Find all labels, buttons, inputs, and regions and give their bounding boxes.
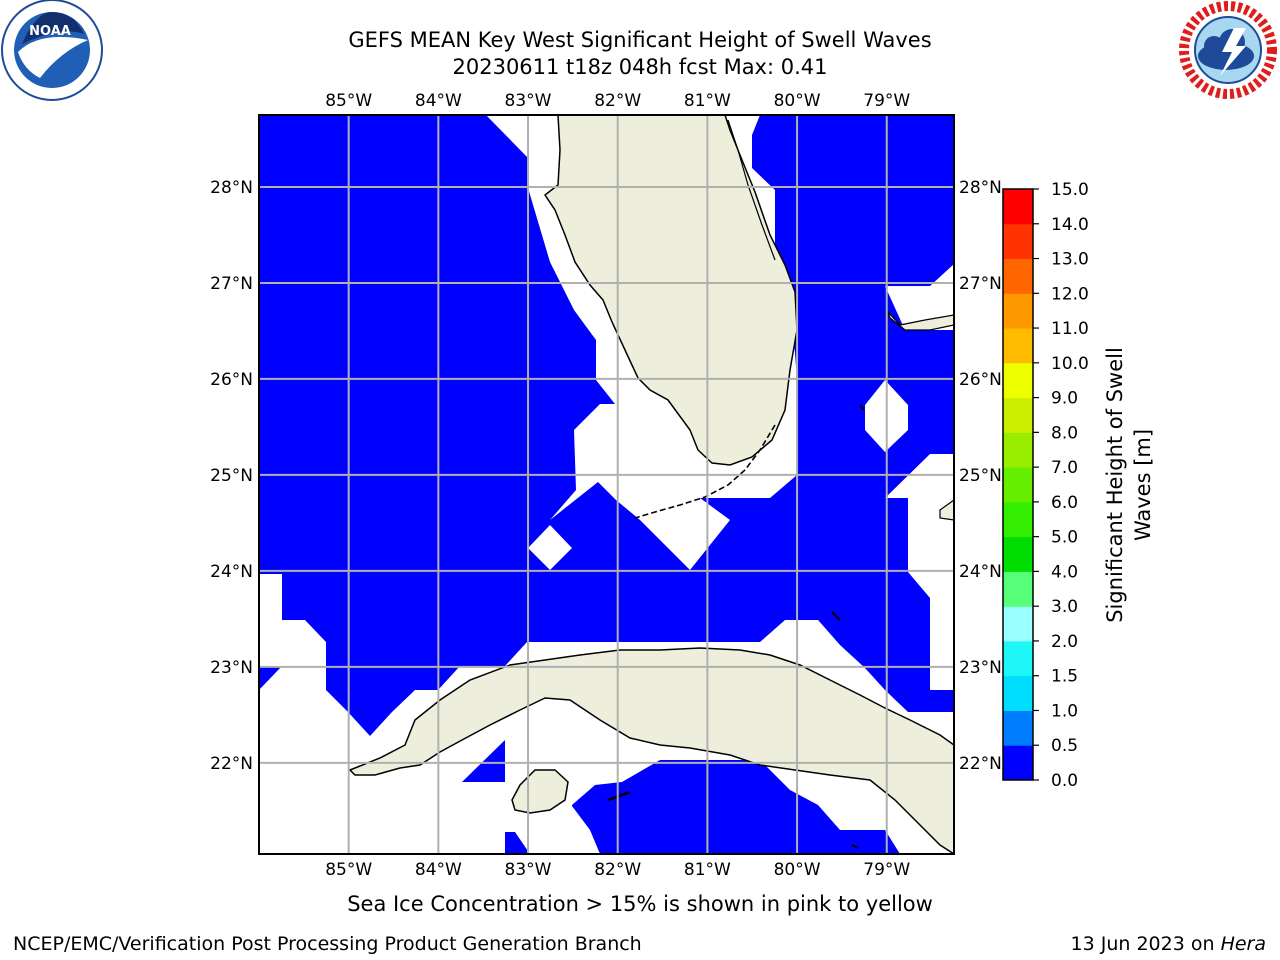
noaa-logo: NOAA (1, 0, 103, 101)
lon-tick-label-top: 84°W (415, 91, 462, 111)
colorbar-tick-label: 4.0 (1051, 562, 1078, 582)
colorbar-swatch (1003, 710, 1033, 746)
colorbar-tick-label: 13.0 (1051, 250, 1089, 270)
lat-tick-label-right: 23°N (959, 658, 1002, 678)
colorbar-swatch (1003, 467, 1033, 503)
lon-tick-label-top: 85°W (325, 91, 372, 111)
lon-tick-label-top: 83°W (505, 91, 552, 111)
lat-tick-label-right: 28°N (959, 178, 1002, 198)
lon-tick-label-top: 82°W (594, 91, 641, 111)
lat-tick-label-right: 24°N (959, 562, 1002, 582)
lat-tick-label-left: 28°N (210, 178, 253, 198)
lon-tick-label-bottom: 84°W (415, 860, 462, 880)
cuba-land (348, 647, 954, 854)
colorbar-swatch (1003, 258, 1033, 294)
colorbar-swatches (1003, 189, 1033, 781)
colorbar-swatch (1003, 189, 1033, 225)
lon-tick-label-top: 79°W (863, 91, 910, 111)
colorbar-tick-label: 14.0 (1051, 215, 1089, 235)
colorbar-swatch (1003, 362, 1033, 399)
colorbar-swatch (1003, 745, 1033, 781)
lat-tick-label-left: 26°N (210, 370, 253, 390)
lat-tick-label-left: 24°N (210, 562, 253, 582)
lon-tick-label-bottom: 81°W (684, 860, 731, 880)
nws-logo (1179, 1, 1277, 99)
colorbar-swatch (1003, 397, 1033, 433)
footer-left: NCEP/EMC/Verification Post Processing Pr… (13, 933, 642, 955)
lat-tick-label-left: 22°N (210, 754, 253, 774)
lat-tick-label-right: 25°N (959, 466, 1002, 486)
colorbar-tick-label: 9.0 (1051, 389, 1078, 409)
colorbar-swatch (1003, 675, 1033, 711)
colorbar-tick-label: 8.0 (1051, 423, 1078, 443)
chart-title: GEFS MEAN Key West Significant Height of… (348, 28, 932, 52)
lon-tick-label-top: 80°W (774, 91, 821, 111)
colorbar-tick-label: 0.0 (1051, 771, 1078, 791)
colorbar-swatch (1003, 640, 1033, 677)
colorbar-swatch (1003, 328, 1033, 364)
colorbar-tick-label: 12.0 (1051, 284, 1089, 304)
axis-tick-labels: 85°W 85°W 84°W 84°W 83°W 83°W 82°W 82°W 81°W 81°W… (210, 91, 1002, 880)
colorbar-label-line2: Waves [m] (1131, 429, 1155, 541)
southern-ocean-cells (259, 666, 900, 854)
footer-date: 13 Jun 2023 on (1070, 933, 1221, 955)
bahamas-island (887, 311, 954, 331)
colorbar-label-line1: Significant Height of Swell (1103, 347, 1127, 623)
noaa-logo-text: NOAA (29, 24, 71, 39)
colorbar-tick-label: 6.0 (1051, 493, 1078, 513)
footer-right: 13 Jun 2023 on Hera (1071, 933, 1266, 955)
lon-tick-label-bottom: 79°W (863, 860, 910, 880)
lon-tick-label-bottom: 80°W (774, 860, 821, 880)
lat-tick-label-left: 23°N (210, 658, 253, 678)
colorbar-swatch (1003, 293, 1033, 329)
lat-tick-label-right: 27°N (959, 274, 1002, 294)
colorbar-swatch (1003, 606, 1033, 642)
lat-tick-label-left: 25°N (210, 466, 253, 486)
lon-tick-label-bottom: 83°W (505, 860, 552, 880)
colorbar-tick-label: 0.5 (1051, 736, 1078, 756)
colorbar-tick-label: 2.0 (1051, 632, 1078, 652)
colorbar-tick-label: 10.0 (1051, 354, 1089, 374)
colorbar-tick-label: 5.0 (1051, 528, 1078, 548)
colorbar-swatch (1003, 571, 1033, 607)
lon-tick-label-top: 81°W (684, 91, 731, 111)
lat-tick-label-right: 26°N (959, 370, 1002, 390)
colorbar-swatch (1003, 432, 1033, 468)
graticule (259, 115, 954, 854)
florida-land (543, 115, 798, 466)
colorbar-swatch (1003, 223, 1033, 260)
colorbar-tick-label: 1.5 (1051, 667, 1078, 687)
chart-subtitle: 20230611 t18z 048h fcst Max: 0.41 (452, 55, 828, 79)
colorbar-swatch (1003, 501, 1033, 538)
colorbar-tick-label: 1.0 (1051, 701, 1078, 721)
lon-tick-label-bottom: 85°W (325, 860, 372, 880)
lon-tick-label-bottom: 82°W (594, 860, 641, 880)
sea-ice-note: Sea Ice Concentration > 15% is shown in … (347, 892, 933, 916)
colorbar-ticks: 15.0 14.0 13.0 12.0 11.0 10.0 9.0 8.0 7.0 6.0 5.0 4… (1033, 180, 1089, 791)
colorbar-tick-label: 15.0 (1051, 180, 1089, 200)
lat-tick-label-right: 22°N (959, 754, 1002, 774)
colorbar-tick-label: 7.0 (1051, 458, 1078, 478)
colorbar-tick-label: 11.0 (1051, 319, 1089, 339)
colorbar-tick-label: 3.0 (1051, 597, 1078, 617)
colorbar-swatch (1003, 536, 1033, 572)
map-frame (258, 114, 955, 855)
footer-host: Hera (1220, 933, 1266, 955)
lat-tick-label-left: 27°N (210, 274, 253, 294)
